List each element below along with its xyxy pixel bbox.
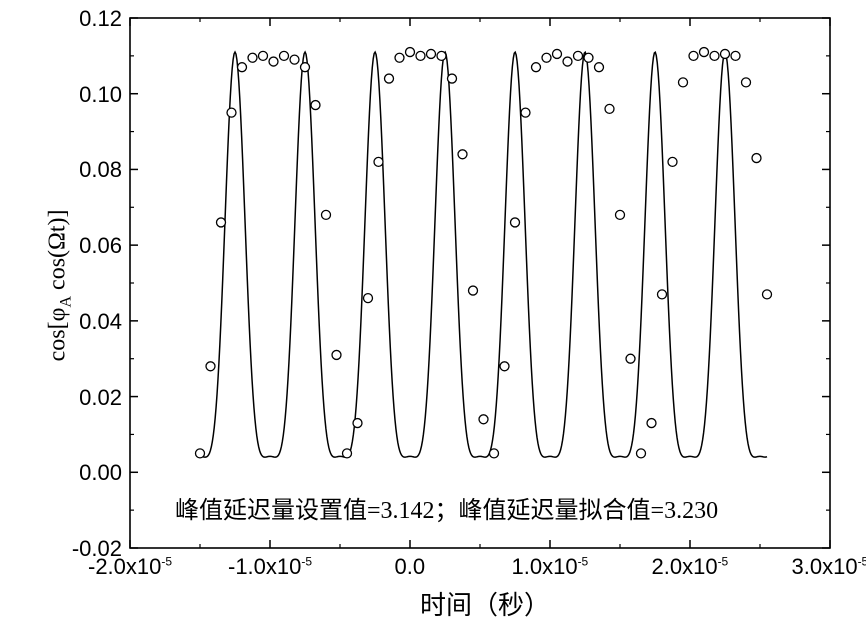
plot-svg [0,0,866,623]
figure: cos[φA cos(Ωt)] 时间（秒） 峰值延迟量设置值=3.142；峰值延… [0,0,866,623]
